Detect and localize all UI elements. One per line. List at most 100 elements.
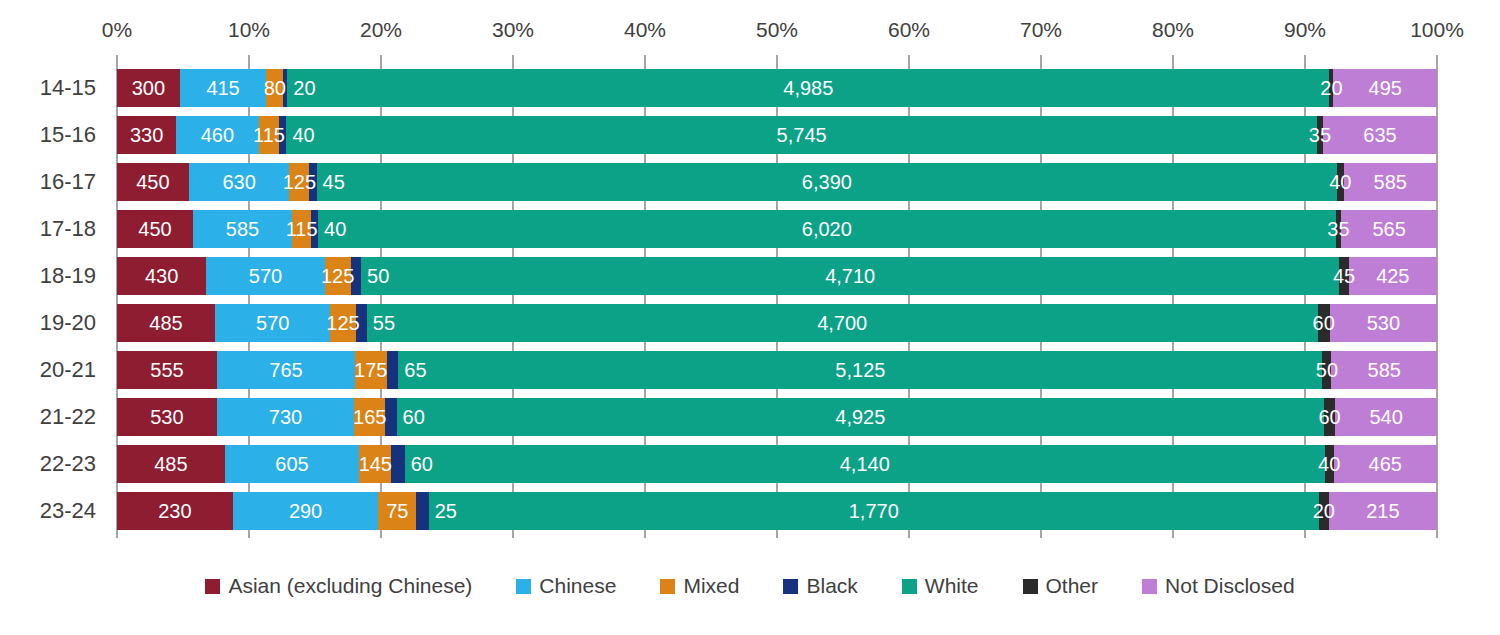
legend-swatch-icon — [902, 579, 917, 594]
segment-value-label: 4,140 — [840, 453, 890, 476]
x-axis-top: 0%10%20%30%40%50%60%70%80%90%100% — [117, 18, 1437, 46]
bar-segment: 60 — [1324, 398, 1335, 436]
segment-value-label: 125 — [326, 312, 359, 335]
bar-row: 18-19430570125504,71045425 — [117, 257, 1437, 295]
x-axis-tick-label: 90% — [1284, 18, 1326, 42]
stacked-bar: 530730165604,92560540 — [117, 398, 1437, 436]
segment-value-label: 605 — [275, 453, 308, 476]
bar-row: 16-17450630125456,39040585 — [117, 163, 1437, 201]
legend-item: Not Disclosed — [1142, 574, 1295, 598]
segment-value-label: 465 — [1369, 453, 1402, 476]
bar-segment: 485 — [117, 445, 225, 483]
bar-segment: 60 — [391, 445, 404, 483]
legend-item: Other — [1023, 574, 1099, 598]
x-axis-tick-label: 30% — [492, 18, 534, 42]
bar-segment: 115 — [259, 116, 280, 154]
segment-value-label: 635 — [1363, 124, 1396, 147]
bar-segment: 40 — [1325, 445, 1334, 483]
bar-segment: 4,925 — [397, 398, 1324, 436]
x-axis-tick-label: 0% — [102, 18, 132, 42]
segment-value-label: 330 — [130, 124, 163, 147]
segment-value-label: 585 — [1374, 171, 1407, 194]
segment-value-label: 450 — [136, 171, 169, 194]
bar-segment: 6,390 — [317, 163, 1338, 201]
category-label: 16-17 — [0, 163, 96, 201]
segment-value-label: 165 — [353, 406, 386, 429]
legend-label: White — [925, 574, 979, 598]
bar-segment: 540 — [1335, 398, 1437, 436]
segment-value-label: 230 — [158, 500, 191, 523]
bar-segment: 730 — [217, 398, 354, 436]
bar-segment: 175 — [355, 351, 387, 389]
bar-segment: 570 — [215, 304, 330, 342]
legend-swatch-icon — [660, 579, 675, 594]
bar-segment: 230 — [117, 492, 233, 530]
category-label: 15-16 — [0, 116, 96, 154]
segment-value-label: 730 — [269, 406, 302, 429]
legend-label: Asian (excluding Chinese) — [228, 574, 472, 598]
segment-value-label: 80 — [264, 77, 286, 100]
legend-item: Black — [783, 574, 857, 598]
bar-segment: 765 — [217, 351, 355, 389]
segment-value-label: 585 — [226, 218, 259, 241]
bar-segment: 65 — [387, 351, 399, 389]
bar-segment: 555 — [117, 351, 217, 389]
segment-value-label: 75 — [386, 500, 408, 523]
bar-segment: 80 — [266, 69, 283, 107]
category-label: 22-23 — [0, 445, 96, 483]
segment-value-label: 115 — [253, 124, 285, 147]
x-axis-tick-label: 70% — [1020, 18, 1062, 42]
legend-item: Chinese — [516, 574, 616, 598]
segment-value-label: 630 — [222, 171, 255, 194]
bar-segment: 5,745 — [286, 116, 1316, 154]
bar-segment: 465 — [1334, 445, 1437, 483]
bar-segment: 4,700 — [367, 304, 1318, 342]
segment-value-label: 175 — [354, 359, 387, 382]
bar-segment: 4,710 — [361, 257, 1339, 295]
stacked-bar: 450630125456,39040585 — [117, 163, 1437, 201]
bar-row: 23-2423029075251,77020215 — [117, 492, 1437, 530]
segment-value-label: 570 — [249, 265, 282, 288]
stacked-bar: 30041580204,98520495 — [117, 69, 1437, 107]
segment-value-label: 415 — [206, 77, 239, 100]
segment-value-label: 290 — [289, 500, 322, 523]
segment-value-label: 4,925 — [835, 406, 885, 429]
legend-swatch-icon — [783, 579, 798, 594]
segment-value-label: 45 — [323, 171, 345, 194]
bar-row: 22-23485605145604,14040465 — [117, 445, 1437, 483]
bar-segment: 330 — [117, 116, 176, 154]
segment-value-label: 20 — [293, 77, 315, 100]
bar-segment: 585 — [1331, 351, 1436, 389]
category-label: 17-18 — [0, 210, 96, 248]
bar-segment: 20 — [1319, 492, 1329, 530]
segment-value-label: 50 — [1316, 359, 1338, 382]
category-label: 14-15 — [0, 69, 96, 107]
x-axis-tick-label: 50% — [756, 18, 798, 42]
segment-value-label: 20 — [1313, 500, 1335, 523]
segment-value-label: 45 — [1333, 265, 1355, 288]
category-label: 23-24 — [0, 492, 96, 530]
bar-segment: 460 — [176, 116, 259, 154]
legend-item: Asian (excluding Chinese) — [205, 574, 472, 598]
bar-row: 17-18450585115406,02035565 — [117, 210, 1437, 248]
stacked-bar: 330460115405,74535635 — [117, 116, 1437, 154]
bar-segment: 290 — [233, 492, 379, 530]
bar-segment: 430 — [117, 257, 206, 295]
segment-value-label: 125 — [283, 171, 316, 194]
segment-value-label: 4,710 — [825, 265, 875, 288]
x-axis-tick-label: 100% — [1410, 18, 1464, 42]
segment-value-label: 495 — [1369, 77, 1402, 100]
legend-label: Other — [1046, 574, 1099, 598]
stacked-bar: 450585115406,02035565 — [117, 210, 1437, 248]
legend-swatch-icon — [1142, 579, 1157, 594]
legend: Asian (excluding Chinese)ChineseMixedBla… — [0, 574, 1500, 598]
x-axis-tick-label: 40% — [624, 18, 666, 42]
x-axis-tick-label: 80% — [1152, 18, 1194, 42]
segment-value-label: 40 — [292, 124, 314, 147]
bar-row: 21-22530730165604,92560540 — [117, 398, 1437, 436]
bar-segment: 300 — [117, 69, 180, 107]
bar-segment: 530 — [1330, 304, 1437, 342]
stacked-bar-chart: 0%10%20%30%40%50%60%70%80%90%100% 14-153… — [0, 0, 1500, 635]
segment-value-label: 65 — [404, 359, 426, 382]
segment-value-label: 60 — [403, 406, 425, 429]
